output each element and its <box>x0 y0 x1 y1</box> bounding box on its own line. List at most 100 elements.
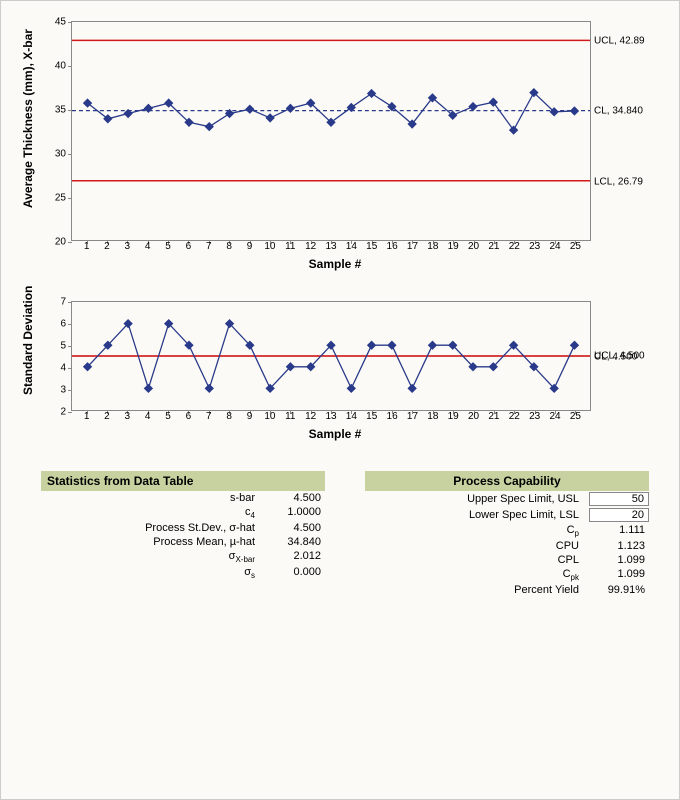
table-row-value: 99.91% <box>589 584 649 596</box>
table-row-label: σs <box>41 566 265 580</box>
table-row-value: 1.099 <box>589 568 649 580</box>
capability-table-rows: Upper Spec Limit, USL50Lower Spec Limit,… <box>365 491 649 597</box>
xtick-label: 3 <box>125 411 131 422</box>
xtick-label: 20 <box>468 411 479 422</box>
table-row-label: Process Mean, µ-hat <box>41 536 265 548</box>
table-row: σX-bar2.012 <box>41 549 325 565</box>
xtick-label: 23 <box>529 411 540 422</box>
xtick-label: 19 <box>448 241 459 252</box>
xtick-label: 2 <box>104 411 110 422</box>
xtick-label: 23 <box>529 241 540 252</box>
table-row: Upper Spec Limit, USL50 <box>365 491 649 507</box>
table-row-value: 0.000 <box>265 566 325 578</box>
capability-table-heading: Process Capability <box>365 471 649 491</box>
table-row-value: 1.0000 <box>265 506 325 518</box>
table-row-label: Upper Spec Limit, USL <box>365 493 589 505</box>
xtick-label: 24 <box>549 411 560 422</box>
table-row-value: 20 <box>589 508 649 522</box>
xtick-label: 22 <box>509 241 520 252</box>
s-svg <box>72 302 590 410</box>
xtick-label: 1 <box>84 411 90 422</box>
xtick-label: 1 <box>84 241 90 252</box>
xtick-label: 16 <box>387 411 398 422</box>
xtick-label: 11 <box>285 411 295 422</box>
s-plot: 234567CL, 4.500UCL, 4.500 <box>71 301 591 411</box>
table-row-label: s-bar <box>41 492 265 504</box>
xtick-label: 3 <box>125 241 131 252</box>
xtick-label: 15 <box>366 241 377 252</box>
limit-label: UCL, 4.500 <box>590 351 645 362</box>
stats-table-heading: Statistics from Data Table <box>41 471 325 491</box>
table-row-label: Cp <box>365 524 589 538</box>
xtick-label: 6 <box>186 411 192 422</box>
xtick-label: 7 <box>206 241 212 252</box>
limit-label: CL, 34.840 <box>590 106 643 117</box>
table-row-label: CPU <box>365 540 589 552</box>
xtick-label: 14 <box>346 411 357 422</box>
xtick-label: 2 <box>104 241 110 252</box>
xbar-xticks: 1234567891011121314151617181920212223242… <box>71 241 591 255</box>
table-row-label: c4 <box>41 506 265 520</box>
table-row-value: 4.500 <box>265 522 325 534</box>
xtick-label: 13 <box>325 411 336 422</box>
stats-table: Statistics from Data Table s-bar4.500c41… <box>41 471 325 597</box>
page: Average Thickness (mm), X-bar 2025303540… <box>0 0 680 800</box>
xtick-label: 18 <box>427 241 438 252</box>
table-row-label: Process St.Dev., σ-hat <box>41 522 265 534</box>
xtick-label: 5 <box>165 241 171 252</box>
xtick-label: 22 <box>509 411 520 422</box>
stats-table-rows: s-bar4.500c41.0000Process St.Dev., σ-hat… <box>41 491 325 582</box>
xtick-label: 21 <box>488 411 499 422</box>
table-row: CPU1.123 <box>365 539 649 553</box>
xtick-label: 17 <box>407 241 418 252</box>
table-row-value: 50 <box>589 492 649 506</box>
xtick-label: 12 <box>305 241 316 252</box>
table-row-label: Percent Yield <box>365 584 589 596</box>
xtick-label: 11 <box>285 241 295 252</box>
table-row: Cp1.111 <box>365 523 649 539</box>
xbar-plot: 202530354045UCL, 42.89LCL, 26.79CL, 34.8… <box>71 21 591 241</box>
xtick-label: 21 <box>488 241 499 252</box>
limit-label: LCL, 26.79 <box>590 177 643 188</box>
s-xlabel: Sample # <box>71 425 599 441</box>
s-xticks: 1234567891011121314151617181920212223242… <box>71 411 591 425</box>
table-row: CPL1.099 <box>365 553 649 567</box>
table-row-value: 1.099 <box>589 554 649 566</box>
xbar-ylabel: Average Thickness (mm), X-bar <box>21 29 35 208</box>
xtick-label: 19 <box>448 411 459 422</box>
xtick-label: 10 <box>264 241 275 252</box>
table-row: σs0.000 <box>41 565 325 581</box>
xtick-label: 13 <box>325 241 336 252</box>
table-row-label: Lower Spec Limit, LSL <box>365 509 589 521</box>
table-row-value: 2.012 <box>265 550 325 562</box>
xtick-label: 7 <box>206 411 212 422</box>
xtick-label: 24 <box>549 241 560 252</box>
xtick-label: 16 <box>387 241 398 252</box>
xtick-label: 9 <box>247 411 253 422</box>
table-row: Process Mean, µ-hat34.840 <box>41 535 325 549</box>
xtick-label: 6 <box>186 241 192 252</box>
xtick-label: 25 <box>570 241 581 252</box>
s-chart: Standard Deviation 234567CL, 4.500UCL, 4… <box>21 301 669 441</box>
table-row-label: Cpk <box>365 568 589 582</box>
xtick-label: 4 <box>145 411 151 422</box>
table-row-label: σX-bar <box>41 550 265 564</box>
xtick-label: 4 <box>145 241 151 252</box>
xbar-chart: Average Thickness (mm), X-bar 2025303540… <box>21 21 669 271</box>
xtick-label: 17 <box>407 411 418 422</box>
table-row-value: 1.123 <box>589 540 649 552</box>
xtick-label: 5 <box>165 411 171 422</box>
xtick-label: 8 <box>226 241 232 252</box>
table-row-label: CPL <box>365 554 589 566</box>
table-row-value: 34.840 <box>265 536 325 548</box>
xbar-svg <box>72 22 590 240</box>
xtick-label: 18 <box>427 411 438 422</box>
s-ylabel: Standard Deviation <box>21 285 35 394</box>
xtick-label: 14 <box>346 241 357 252</box>
table-row: Percent Yield99.91% <box>365 583 649 597</box>
table-row: c41.0000 <box>41 505 325 521</box>
xtick-label: 9 <box>247 241 253 252</box>
table-row-value: 4.500 <box>265 492 325 504</box>
capability-table: Process Capability Upper Spec Limit, USL… <box>365 471 649 597</box>
table-row: Cpk1.099 <box>365 567 649 583</box>
